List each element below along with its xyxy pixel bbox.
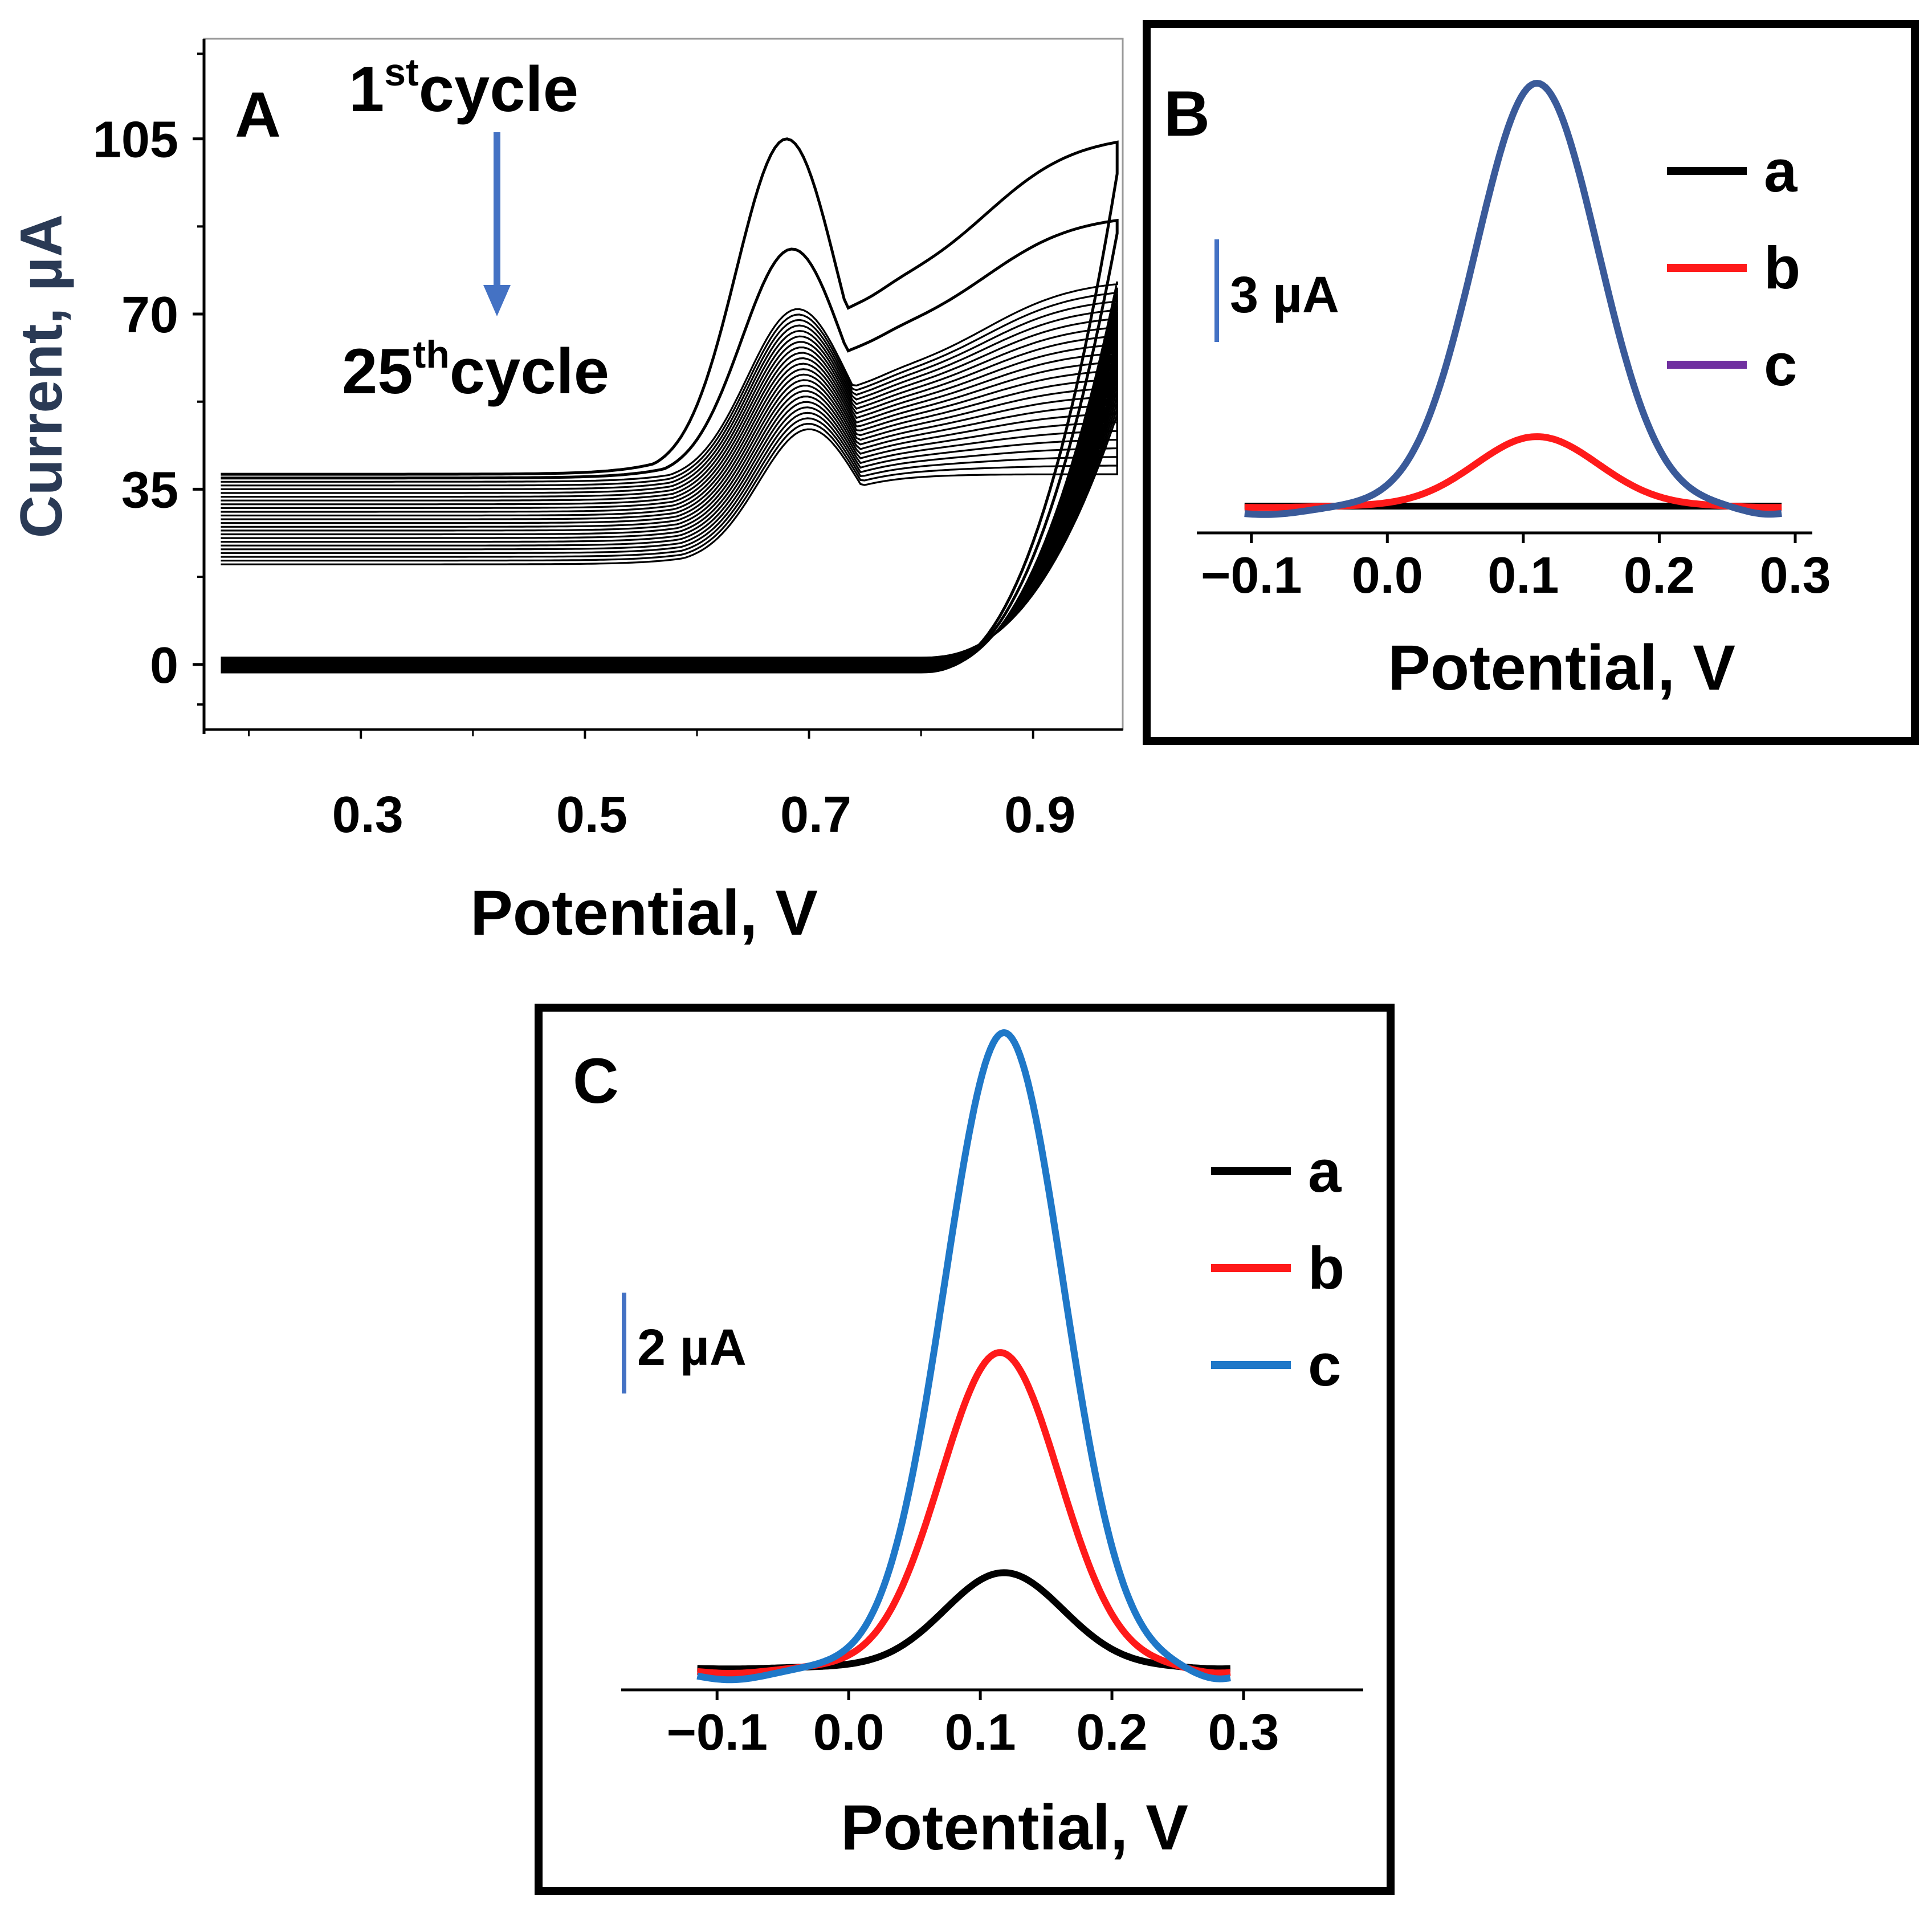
panel-a-y-title: Current, µA (9, 214, 75, 538)
panel-c-legend: abc (1211, 1138, 1344, 1399)
panel-a: 0 35 70 105 0.3 0.5 0.7 0.9 A 1stcycle 25thcycl… (9, 38, 1124, 948)
panel-b-legend-label-c: c (1764, 332, 1797, 398)
panel-c-xtick-label: 0.1 (945, 1704, 1016, 1761)
panel-a-xtick-label: 0.5 (556, 787, 627, 844)
panel-a-label: A (235, 79, 281, 150)
panel-a-cycle-25-curve (221, 414, 1118, 659)
panel-a-ytick-label: 0 (150, 637, 178, 694)
panel-b-legend: abc (1667, 138, 1800, 398)
panel-c-scale-label: 2 µA (637, 1319, 747, 1376)
panel-b-frame (1143, 20, 1919, 745)
last-cycle-annotation: 25thcycle (342, 333, 609, 407)
cycle-arrow-head-icon (483, 285, 511, 316)
panel-a-xtick-label: 0.3 (332, 787, 403, 844)
panel-b-scale-label: 3 µA (1230, 267, 1339, 324)
panel-c-legend-label-b: b (1308, 1235, 1344, 1302)
panel-b-xtick-label: 0.3 (1759, 547, 1831, 604)
panel-b-xtick-label: −0.1 (1201, 547, 1302, 604)
panel-a-ticks: 0 35 70 105 0.3 0.5 0.7 0.9 (93, 52, 1075, 844)
panel-c-xtick-label: 0.3 (1208, 1704, 1279, 1761)
panel-c-ticks: −0.1 0.0 0.1 0.2 0.3 (666, 1690, 1279, 1761)
panel-b-curve-c (1244, 80, 1783, 518)
panel-a-curves (221, 137, 1119, 674)
panel-a-ytick-label: 35 (121, 462, 178, 519)
panel-c-legend-label-a: a (1308, 1138, 1342, 1205)
panel-c-curve-c (696, 1029, 1232, 1684)
panel-b-legend-label-a: a (1764, 138, 1798, 205)
panel-b-label: B (1164, 78, 1210, 149)
panel-b-curves (1244, 80, 1783, 518)
panel-a-x-title: Potential, V (470, 877, 818, 948)
panel-a-plot-frame (203, 38, 1124, 731)
panel-a-xtick-label: 0.9 (1004, 787, 1075, 844)
first-cycle-annotation: 1stcycle (349, 51, 578, 125)
panel-a-ytick-label: 70 (121, 287, 178, 344)
panel-b-xtick-label: 0.2 (1624, 547, 1695, 604)
panel-b-legend-label-b: b (1764, 235, 1800, 301)
panel-c: −0.1 0.0 0.1 0.2 0.3 C 2 µA abc Potential, V (535, 1004, 1395, 1895)
panel-a-xtick-label: 0.7 (780, 787, 851, 844)
panel-b-xtick-label: 0.0 (1352, 547, 1423, 604)
panel-c-legend-label-c: c (1308, 1332, 1341, 1399)
panel-c-curves (696, 1029, 1232, 1684)
panel-c-xtick-label: −0.1 (666, 1704, 768, 1761)
panel-b-xtick-label: 0.1 (1487, 547, 1559, 604)
panel-b: −0.1 0.0 0.1 0.2 0.3 B 3 µA abc Potential, V (1143, 20, 1919, 745)
panel-b-x-title: Potential, V (1388, 632, 1735, 703)
panel-c-label: C (573, 1045, 619, 1117)
panel-c-curve-b (696, 1349, 1232, 1677)
panel-c-x-title: Potential, V (841, 1792, 1188, 1863)
panel-c-xtick-label: 0.0 (813, 1704, 885, 1761)
panel-b-ticks: −0.1 0.0 0.1 0.2 0.3 (1201, 533, 1831, 604)
panel-a-ytick-label: 105 (93, 112, 178, 169)
panel-c-frame (535, 1004, 1395, 1895)
panel-c-xtick-label: 0.2 (1076, 1704, 1147, 1761)
